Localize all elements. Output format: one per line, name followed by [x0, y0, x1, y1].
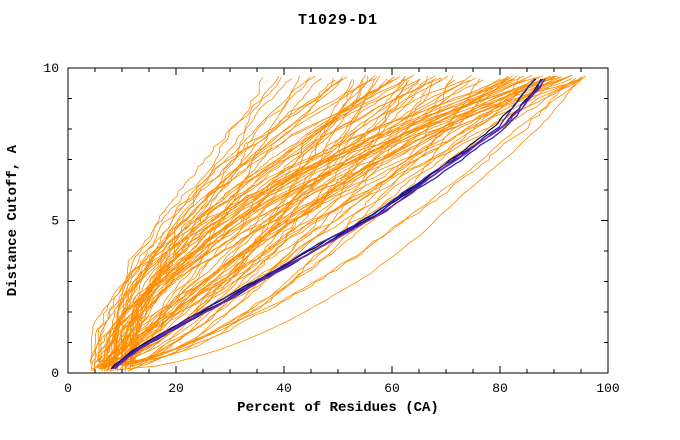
x-tick-label: 20 — [168, 381, 184, 396]
model-curve — [100, 76, 280, 367]
x-tick-label: 60 — [384, 381, 400, 396]
axes: 0 20 40 60 80 100 0 5 10 — [43, 61, 619, 396]
y-tick-label: 5 — [51, 214, 59, 229]
model-curve — [130, 77, 441, 365]
y-tick-label: 10 — [43, 61, 59, 76]
y-axis-label-container: Distance Cutoff, A — [0, 68, 26, 373]
model-curve — [102, 76, 583, 370]
model-curve — [98, 75, 573, 363]
model-curve — [107, 77, 437, 371]
x-tick-label: 0 — [64, 381, 72, 396]
model-curve — [105, 75, 573, 363]
model-curve — [100, 76, 406, 368]
model-curve — [124, 80, 455, 364]
model-curve — [90, 78, 343, 363]
best-model-blue — [112, 78, 536, 370]
model-curve — [108, 78, 501, 366]
model-curve — [103, 79, 410, 368]
y-axis-label: Distance Cutoff, A — [5, 144, 21, 297]
model-curve — [90, 77, 511, 365]
x-tick-label: 100 — [596, 381, 619, 396]
x-axis-label: Percent of Residues (CA) — [237, 400, 439, 416]
model-curve — [117, 76, 348, 368]
model-curve — [113, 76, 400, 365]
model-curve — [101, 77, 334, 372]
model-curve — [132, 75, 369, 368]
model-curves-all-models — [89, 74, 586, 372]
y-tick-label: 0 — [51, 366, 59, 381]
x-tick-label: 40 — [276, 381, 292, 396]
model-curve — [105, 78, 572, 367]
model-curve — [105, 77, 282, 363]
chart-title: T1029-D1 — [297, 12, 378, 29]
model-curve — [92, 75, 551, 372]
model-curve — [129, 76, 568, 362]
model-curve — [98, 78, 581, 368]
model-curve — [131, 76, 428, 369]
model-curve — [107, 76, 413, 368]
model-curve — [114, 78, 405, 365]
best-model-purple-group — [113, 78, 546, 369]
model-curve — [111, 75, 509, 366]
model-curve — [121, 79, 526, 362]
model-curve — [124, 75, 376, 372]
model-curve — [112, 76, 561, 368]
model-curve — [106, 79, 363, 362]
model-curve — [125, 77, 264, 366]
x-tick-label: 80 — [492, 381, 508, 396]
model-curve — [101, 76, 554, 369]
model-curve — [126, 78, 576, 364]
model-curve — [109, 75, 586, 371]
model-curve — [99, 77, 584, 371]
model-curve — [133, 80, 408, 364]
model-curve — [121, 75, 472, 368]
model-curve — [124, 76, 540, 366]
model-curve — [129, 77, 507, 364]
best-model-purple — [113, 78, 546, 369]
model-curve — [125, 78, 422, 369]
model-curve — [89, 80, 580, 363]
